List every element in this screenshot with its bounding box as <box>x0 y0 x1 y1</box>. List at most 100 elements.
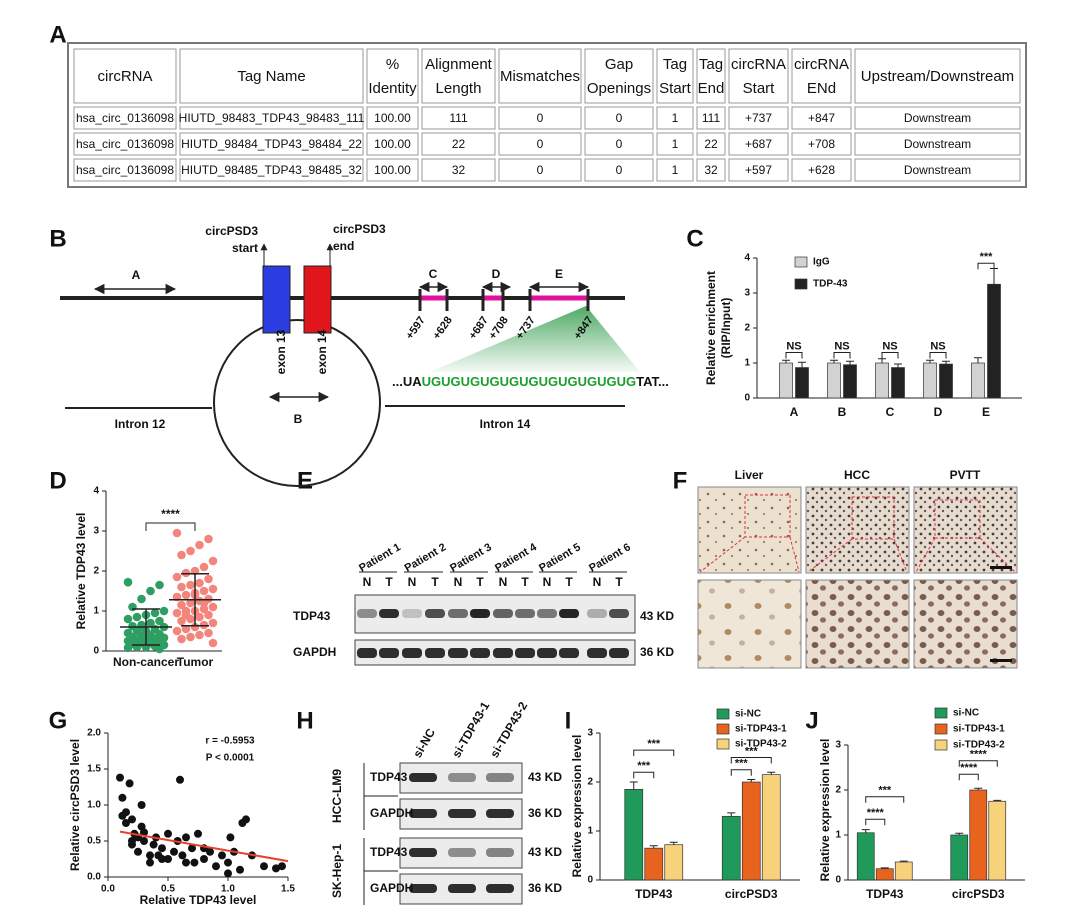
blot-band <box>587 609 607 618</box>
legend-label: si-TDP43-2 <box>953 740 1005 751</box>
table-cell <box>696 106 726 130</box>
patient-label: Patient 6 <box>587 541 633 574</box>
x-tick-label: TDP43 <box>635 887 673 901</box>
error-bar <box>727 812 736 817</box>
y-tick-label: 1 <box>93 606 99 617</box>
table-cell-text: 0 <box>616 137 623 151</box>
dot <box>204 610 213 620</box>
x-tick-label: 1.0 <box>221 884 235 895</box>
bar <box>894 861 913 881</box>
dot <box>128 602 137 612</box>
significance-bracket <box>958 773 979 781</box>
table-frame <box>67 42 1027 188</box>
dot <box>177 582 186 592</box>
protein-label: TDP43 <box>370 770 408 784</box>
blot-band <box>559 648 579 658</box>
point <box>164 829 172 838</box>
dot <box>172 626 182 636</box>
table-cell <box>696 132 726 156</box>
table-cell <box>791 106 852 130</box>
point <box>128 837 136 845</box>
dot <box>177 616 186 626</box>
bar <box>664 844 684 881</box>
region-label: C <box>429 267 438 281</box>
legend-label: si-TDP43-1 <box>953 724 1005 735</box>
significance-bracket <box>633 749 675 757</box>
significance-bracket <box>977 262 995 270</box>
table-cell <box>728 158 789 182</box>
dot <box>181 568 191 578</box>
table-header: Identity <box>368 80 417 97</box>
patient-label: Patient 3 <box>448 541 494 574</box>
bar <box>950 834 969 881</box>
table-cell-text: Downstream <box>904 163 971 177</box>
size-label: 36 KD <box>528 881 562 895</box>
table-cell <box>421 132 496 156</box>
region-label: E <box>555 267 563 281</box>
error-bar <box>894 363 902 368</box>
point <box>224 858 232 867</box>
table-cell-text: Downstream <box>904 137 971 151</box>
point <box>146 858 154 867</box>
y-tick-label: 1 <box>835 830 841 841</box>
dot <box>195 578 204 588</box>
dot <box>132 642 142 652</box>
sequence: ...UAUGUGUGUGUGUGUGUGUGUGUGTAT... <box>392 374 669 389</box>
table-cell-text: 32 <box>704 163 718 177</box>
blot-band <box>448 648 468 658</box>
dot <box>155 580 164 590</box>
error-bar <box>747 779 756 782</box>
protein-label: TDP43 <box>370 845 408 859</box>
dot <box>150 608 160 618</box>
protein-label: GAPDH <box>370 881 413 895</box>
protein-label: GAPDH <box>293 645 336 659</box>
zoom-box <box>934 499 981 539</box>
lane-label: N <box>499 575 508 589</box>
dot <box>186 598 195 608</box>
histology-image <box>697 579 802 669</box>
panel-label: G <box>49 707 68 734</box>
y-tick-label: 3 <box>93 526 99 537</box>
table-cell <box>791 158 852 182</box>
table-cell-text: +708 <box>808 137 835 151</box>
dot <box>195 612 204 622</box>
sequence-part: TAT... <box>636 374 669 389</box>
lane-label: N <box>543 575 552 589</box>
table-cell <box>179 132 364 156</box>
table-cell <box>421 158 496 182</box>
legend-swatch <box>934 707 948 719</box>
y-tick-label: 3 <box>835 740 841 751</box>
blot-band <box>470 609 490 618</box>
error-bar <box>767 771 776 775</box>
bar <box>939 363 953 399</box>
table-cell <box>584 132 654 156</box>
table-cell-text: 32 <box>452 163 466 177</box>
significance-label: **** <box>161 507 180 521</box>
dot <box>159 606 169 616</box>
y-tick-label: 2 <box>93 566 99 577</box>
table-header: circRNA <box>98 68 153 85</box>
patient-label: Patient 1 <box>357 541 403 574</box>
cell-line-label: SK-Hep-1 <box>330 844 344 898</box>
position-label: +708 <box>487 315 511 342</box>
intron-label: Intron 12 <box>115 417 166 431</box>
point <box>190 858 199 867</box>
significance-label: NS <box>834 340 849 352</box>
sd-bar <box>181 573 209 627</box>
x-tick-label: 0.5 <box>161 884 175 895</box>
x-tick-label: E <box>982 405 990 419</box>
legend-swatch <box>934 739 948 751</box>
point <box>146 851 154 860</box>
error-bar <box>830 359 838 363</box>
legend-label: si-NC <box>735 709 761 720</box>
point <box>170 847 178 856</box>
table-cell-text: +737 <box>745 111 772 125</box>
blot-band <box>448 809 476 818</box>
x-tick-label: B <box>838 405 847 419</box>
table-cell-text: 0 <box>616 111 623 125</box>
legend-label: si-TDP43-2 <box>735 739 787 750</box>
table-header: Start <box>659 80 692 97</box>
position-label: +597 <box>404 315 428 342</box>
dot <box>190 622 200 632</box>
bar <box>761 774 781 881</box>
